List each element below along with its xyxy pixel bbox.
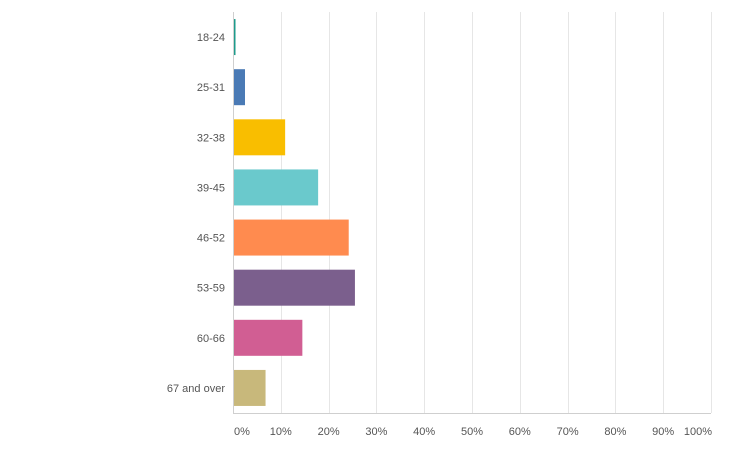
x-tick-label: 70% bbox=[557, 426, 579, 438]
category-label: 46-52 bbox=[197, 233, 225, 245]
bar-18-24 bbox=[234, 19, 236, 56]
gridlines bbox=[233, 12, 712, 413]
category-label: 32-38 bbox=[197, 132, 225, 144]
category-label: 39-45 bbox=[197, 182, 225, 194]
x-tick-label: 90% bbox=[652, 426, 674, 438]
x-tick-label: 30% bbox=[365, 426, 387, 438]
x-tick-label: 10% bbox=[270, 426, 292, 438]
category-label: 67 and over bbox=[167, 383, 225, 395]
category-label: 60-66 bbox=[197, 333, 225, 345]
category-label: 53-59 bbox=[197, 283, 225, 295]
bar-67-and-over bbox=[234, 369, 266, 406]
bar-25-31 bbox=[234, 69, 245, 106]
bar-39-45 bbox=[234, 169, 319, 206]
bar-60-66 bbox=[234, 319, 303, 356]
category-label: 18-24 bbox=[197, 32, 225, 44]
x-tick-label: 50% bbox=[461, 426, 483, 438]
x-tick-label: 80% bbox=[604, 426, 626, 438]
x-tick-label: 20% bbox=[318, 426, 340, 438]
bar-53-59 bbox=[234, 269, 355, 306]
x-tick-label: 100% bbox=[684, 426, 712, 438]
x-tick-label: 0% bbox=[234, 426, 250, 438]
category-label: 25-31 bbox=[197, 82, 225, 94]
bar-46-52 bbox=[234, 219, 349, 256]
x-tick-label: 40% bbox=[413, 426, 435, 438]
x-tick-label: 60% bbox=[509, 426, 531, 438]
bar-32-38 bbox=[234, 119, 286, 156]
